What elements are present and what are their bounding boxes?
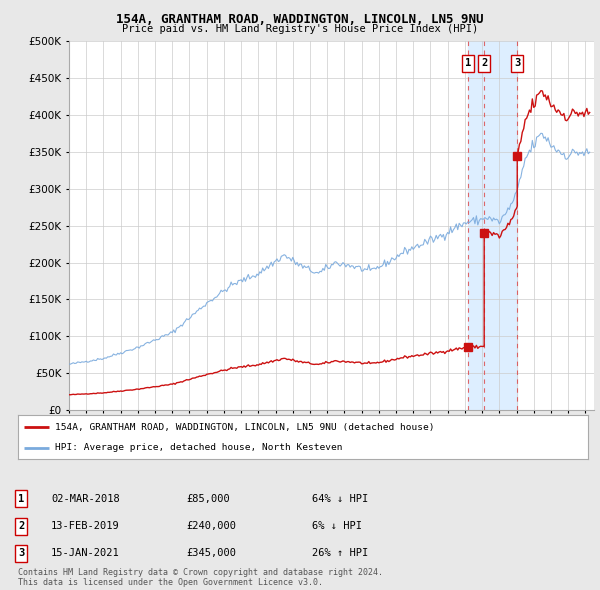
Text: 154A, GRANTHAM ROAD, WADDINGTON, LINCOLN, LN5 9NU (detached house): 154A, GRANTHAM ROAD, WADDINGTON, LINCOLN… [55,422,434,432]
Text: 15-JAN-2021: 15-JAN-2021 [51,549,120,558]
Bar [468,41,517,410]
Text: 64% ↓ HPI: 64% ↓ HPI [312,494,368,503]
Text: 1: 1 [465,58,471,68]
Text: 2: 2 [481,58,487,68]
Text: £345,000: £345,000 [186,549,236,558]
Text: £85,000: £85,000 [186,494,230,503]
Text: HPI: Average price, detached house, North Kesteven: HPI: Average price, detached house, Nort… [55,444,343,453]
Text: 6% ↓ HPI: 6% ↓ HPI [312,522,362,531]
Text: 1: 1 [18,494,24,503]
Text: 02-MAR-2018: 02-MAR-2018 [51,494,120,503]
Text: 2: 2 [18,522,24,531]
Text: £240,000: £240,000 [186,522,236,531]
Text: 3: 3 [514,58,520,68]
Text: 3: 3 [18,549,24,558]
Text: Contains HM Land Registry data © Crown copyright and database right 2024.
This d: Contains HM Land Registry data © Crown c… [18,568,383,587]
Text: Price paid vs. HM Land Registry's House Price Index (HPI): Price paid vs. HM Land Registry's House … [122,24,478,34]
Text: 26% ↑ HPI: 26% ↑ HPI [312,549,368,558]
Text: 13-FEB-2019: 13-FEB-2019 [51,522,120,531]
Text: 154A, GRANTHAM ROAD, WADDINGTON, LINCOLN, LN5 9NU: 154A, GRANTHAM ROAD, WADDINGTON, LINCOLN… [116,13,484,26]
